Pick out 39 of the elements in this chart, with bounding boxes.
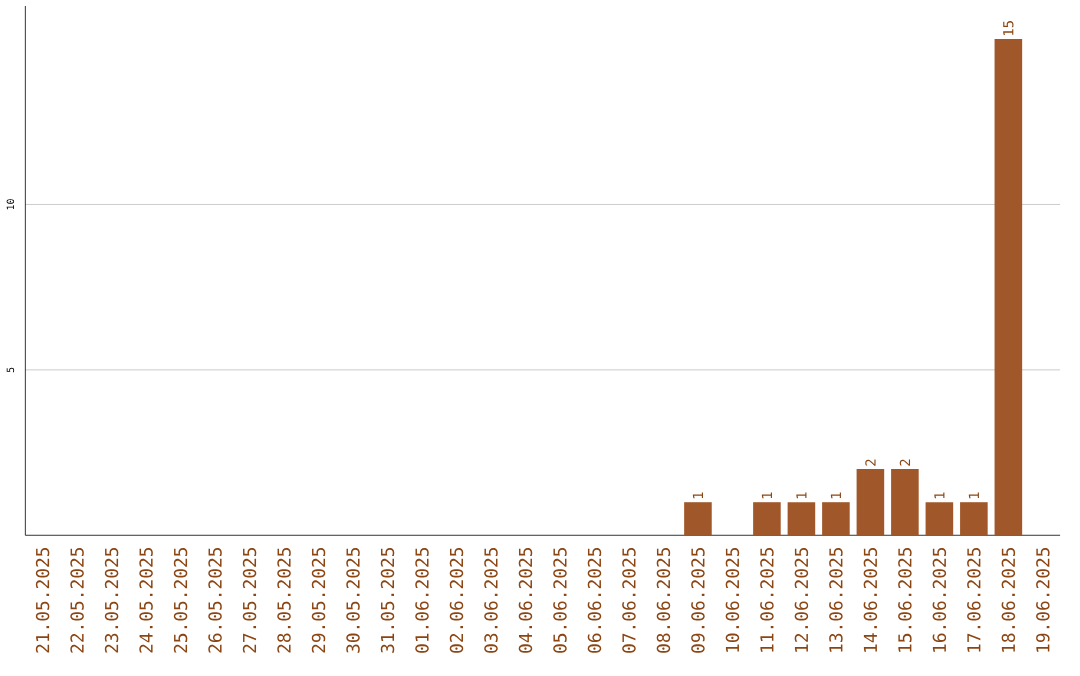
bar [925, 501, 954, 535]
bar [822, 501, 850, 535]
x-tick-label: 09.06.2025 [691, 547, 705, 653]
bar [891, 468, 919, 535]
x-tick-label: 30.05.2025 [346, 547, 360, 653]
x-tick-label: 15.06.2025 [898, 547, 912, 652]
x-tick-label: 28.05.2025 [277, 547, 291, 653]
x-tick-label: 01.06.2025 [415, 547, 429, 653]
x-tick-label: 25.05.2025 [173, 547, 188, 653]
bar [856, 468, 885, 535]
x-tick-label: 29.05.2025 [311, 547, 326, 653]
x-tick-label: 11.06.2025 [760, 547, 774, 652]
bar [960, 501, 988, 535]
x-tick-label: 07.06.2025 [622, 547, 636, 653]
x-tick-label: 04.06.2025 [518, 547, 533, 653]
x-tick-label: 03.06.2025 [484, 547, 498, 653]
x-tick-label: 21.05.2025 [35, 547, 50, 653]
x-tick-label: 05.06.2025 [553, 547, 567, 653]
x-tick-label: 14.06.2025 [863, 547, 878, 652]
x-tick-label: 23.05.2025 [104, 547, 119, 653]
x-tick-label: 13.06.2025 [829, 547, 843, 652]
x-tick-label: 19.06.2025 [1036, 547, 1050, 652]
x-tick-label: 22.05.2025 [70, 547, 84, 653]
bar [787, 501, 816, 535]
x-tick-label: 26.05.2025 [208, 547, 222, 653]
bar [994, 38, 1023, 535]
bar [753, 501, 781, 535]
x-tick-label: 02.06.2025 [449, 547, 464, 653]
x-tick-label: 08.06.2025 [656, 547, 671, 653]
x-tick-label: 06.06.2025 [587, 547, 602, 653]
x-tick-label: 16.06.2025 [932, 547, 947, 652]
x-tick-label: 18.06.2025 [1001, 547, 1016, 652]
x-tick-label: 27.05.2025 [242, 547, 257, 653]
x-tick-label: 17.06.2025 [967, 547, 981, 652]
x-tick-label: 10.06.2025 [725, 547, 740, 652]
x-tick-label: 31.05.2025 [380, 547, 395, 653]
bar [684, 501, 712, 535]
x-tick-label: 24.05.2025 [139, 547, 153, 653]
x-tick-label: 12.06.2025 [794, 547, 809, 652]
